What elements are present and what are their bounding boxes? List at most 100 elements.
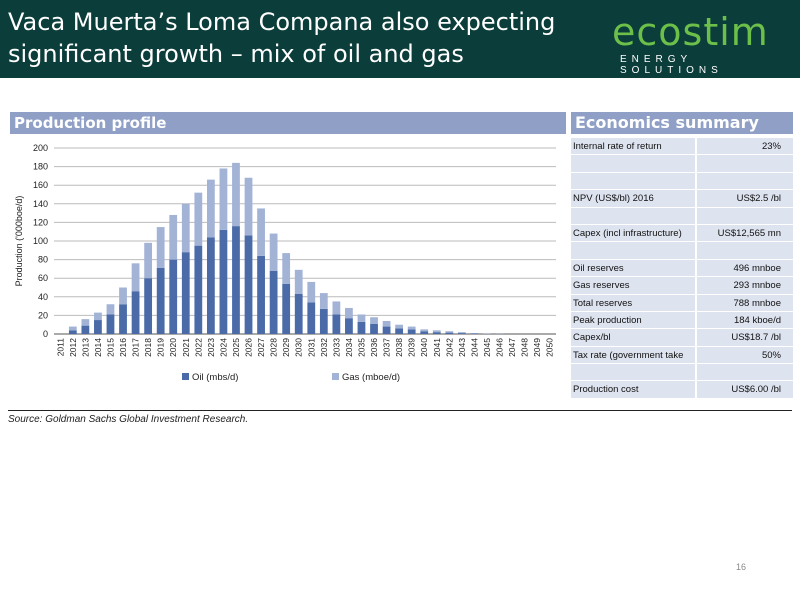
gas-bar [119, 287, 127, 305]
oil-bar [395, 328, 404, 334]
x-tick-label: 2018 [143, 338, 153, 357]
footer-rule [8, 410, 792, 411]
source-note: Source: Goldman Sachs Global Investment … [8, 414, 249, 425]
x-tick-label: 2035 [356, 338, 366, 357]
gas-bar [332, 301, 341, 315]
oil-bar [206, 237, 215, 334]
logo-wordmark: ecostim [612, 10, 769, 54]
economics-row: Oil reserves 496 mnboe [571, 259, 793, 278]
economics-value: US$6.00 /bl [697, 381, 793, 399]
x-tick-label: 2013 [80, 338, 90, 357]
y-tick-label: 0 [43, 329, 48, 339]
legend-gas-swatch [332, 373, 339, 380]
x-tick-label: 2044 [469, 338, 479, 357]
y-axis-label: Production ('000boe/d) [14, 196, 24, 287]
economics-label: NPV (US$/bl) 2016 [571, 190, 695, 208]
oil-bar [119, 304, 127, 334]
economics-label: Tax rate (government take [571, 346, 695, 365]
gas-bar [194, 192, 203, 246]
economics-label: Gas reserves [571, 277, 695, 295]
gas-bar [206, 179, 215, 238]
economics-row: Production cost US$6.00 /bl [571, 381, 793, 399]
oil-bar [194, 245, 203, 334]
x-tick-label: 2032 [319, 338, 329, 357]
oil-bar [169, 259, 178, 334]
oil-bar [445, 332, 454, 334]
legend-oil-swatch [182, 373, 189, 380]
gas-bar [131, 263, 140, 292]
gas-bar [345, 307, 353, 319]
economics-label: Internal rate of return [571, 138, 695, 156]
gas-bar [269, 233, 278, 271]
x-tick-label: 2024 [218, 338, 228, 357]
economics-value: 788 mnboe [697, 294, 793, 312]
x-tick-label: 2028 [269, 338, 279, 357]
x-tick-label: 2041 [432, 338, 442, 357]
economics-label [571, 172, 695, 191]
oil-bar [319, 308, 328, 334]
economics-value [697, 155, 793, 173]
economics-label [571, 207, 695, 225]
x-tick-label: 2048 [520, 338, 530, 357]
oil-bar [81, 325, 90, 334]
economics-table: Internal rate of return 23% NPV (US$/bl) 2… [571, 138, 793, 399]
economics-label: Capex/bl [571, 329, 695, 347]
economics-row: Capex/bl US$18.7 /bl [571, 329, 793, 347]
y-tick-label: 20 [38, 310, 48, 320]
economics-row [571, 364, 793, 382]
gas-bar [219, 168, 228, 230]
x-tick-label: 2029 [281, 338, 291, 357]
x-tick-label: 2027 [256, 338, 266, 357]
gas-bar [319, 293, 328, 309]
x-tick-label: 2046 [495, 338, 505, 357]
oil-bar [68, 330, 77, 334]
oil-bar [131, 291, 140, 334]
x-tick-label: 2025 [231, 338, 241, 357]
economics-row [571, 207, 793, 225]
x-tick-label: 2019 [156, 338, 166, 357]
y-tick-label: 60 [38, 273, 48, 283]
economics-value: 496 mnboe [697, 259, 793, 278]
oil-bar [457, 333, 466, 334]
oil-bar [282, 283, 291, 334]
economics-label: Total reserves [571, 294, 695, 312]
oil-bar [156, 267, 165, 334]
economics-label: Peak production [571, 311, 695, 330]
oil-bar [144, 278, 153, 334]
economics-value: 50% [697, 346, 793, 365]
x-tick-label: 2022 [193, 338, 203, 357]
oil-bar [219, 229, 228, 334]
oil-bar [232, 226, 240, 334]
gas-bar [395, 324, 404, 329]
gas-bar [244, 177, 253, 236]
x-tick-label: 2031 [306, 338, 316, 357]
economics-row: Peak production 184 kboe/d [571, 311, 793, 330]
oil-bar [407, 329, 416, 334]
oil-bar [257, 255, 265, 334]
x-tick-label: 2043 [457, 338, 467, 357]
x-tick-label: 2036 [369, 338, 379, 357]
gas-bar [432, 330, 441, 333]
y-tick-label: 160 [33, 180, 48, 190]
economics-value [697, 172, 793, 191]
y-tick-label: 120 [33, 217, 48, 227]
x-tick-label: 2033 [331, 338, 341, 357]
x-tick-label: 2047 [507, 338, 517, 357]
oil-bar [181, 252, 190, 334]
oil-bar [244, 235, 253, 334]
economics-row: NPV (US$/bl) 2016 US$2.5 /bl [571, 190, 793, 208]
x-tick-label: 2045 [482, 338, 492, 357]
economics-value: 23% [697, 138, 793, 156]
x-tick-label: 2039 [407, 338, 417, 357]
oil-bar [382, 326, 391, 334]
economics-label [571, 364, 695, 382]
x-tick-label: 2023 [206, 338, 216, 357]
gas-bar [106, 304, 115, 315]
gas-bar [181, 203, 190, 253]
x-tick-label: 2040 [419, 338, 429, 357]
x-tick-label: 2021 [181, 338, 191, 357]
economics-row: Capex (incl infrastructure) US$12,565 mn [571, 224, 793, 243]
gas-bar [156, 227, 165, 268]
x-tick-label: 2026 [244, 338, 254, 357]
